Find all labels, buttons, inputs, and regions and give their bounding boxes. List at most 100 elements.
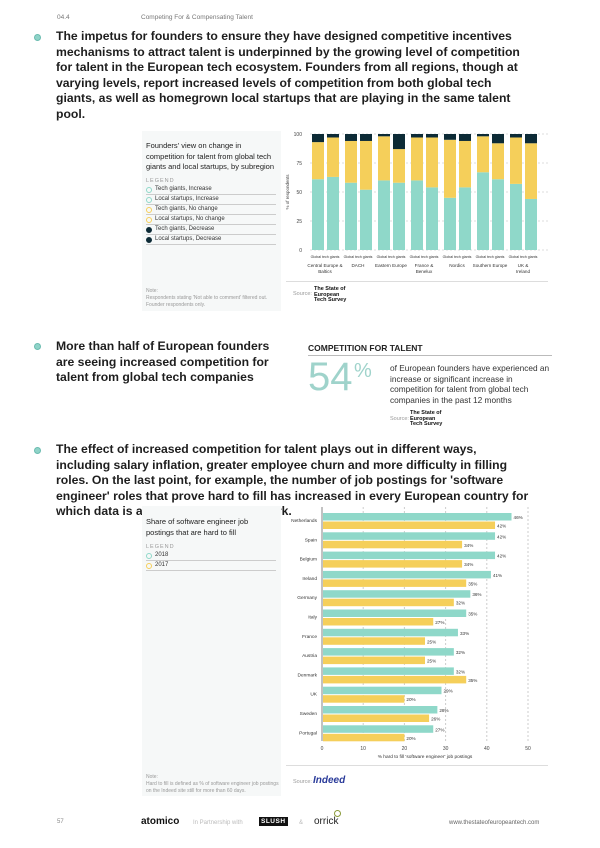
data-label: 29% (443, 689, 452, 694)
category-label: Italy (308, 615, 317, 621)
website-link[interactable]: www.thestateofeuropeantech.com (449, 820, 540, 826)
legend-item: Local startups, Increase (146, 195, 276, 205)
bar-segment (444, 134, 456, 140)
bar (323, 590, 471, 598)
bar (323, 675, 467, 684)
bar-segment (360, 189, 372, 250)
chart1-info-panel: Founders' view on change in competition … (142, 131, 281, 311)
y-tick-label: 25 (296, 219, 302, 225)
chart1-title: Founders' view on change in competition … (146, 141, 274, 171)
bar-segment (477, 134, 489, 137)
bar-segment (345, 134, 357, 141)
legend-label: Local startups, No change (155, 216, 225, 222)
highlight-heading: COMPETITION FOR TALENT (308, 343, 423, 353)
bar-group-label: Global tech giants (443, 255, 472, 259)
bar-segment (312, 179, 324, 250)
bar-segment (444, 197, 456, 250)
legend-swatch-icon (146, 236, 152, 243)
category-label: Central Europe & Baltics (307, 263, 342, 274)
bar-group-label: Global tech giants (476, 255, 505, 259)
bar (323, 570, 491, 579)
legend-item: Local startups, Decrease (146, 235, 276, 245)
bar-segment (327, 137, 339, 177)
bar-segment (345, 182, 357, 250)
legend-item: 2017 (146, 561, 276, 571)
bullet-icon (34, 343, 41, 350)
data-label: 42% (497, 554, 506, 559)
bar-segment (378, 180, 390, 250)
category-label: Denmark (298, 672, 318, 678)
bar-segment (525, 198, 537, 250)
category-label: Eastern Europe (375, 263, 407, 268)
data-label: 34% (464, 543, 473, 548)
divider (286, 281, 548, 282)
x-tick-label: 40 (484, 746, 490, 752)
data-label: 32% (456, 650, 465, 655)
data-label: 27% (435, 620, 444, 625)
data-label: 20% (406, 697, 415, 702)
category-label: DACH (351, 263, 364, 268)
category-label: France (302, 634, 317, 640)
legend-swatch-icon (146, 226, 152, 233)
category-label: UK (310, 692, 317, 698)
bar-group-label: Global tech giants (311, 255, 340, 259)
bar-segment (510, 183, 522, 250)
bar (323, 686, 442, 695)
y-tick-label: 75 (296, 161, 302, 167)
bar (323, 579, 467, 587)
slush-logo: SLUSH (259, 817, 288, 826)
data-label: 35% (468, 581, 477, 586)
bar-group-label: Global tech giants (377, 255, 406, 259)
chart1-note: Note: Respondents stating 'Not able to co… (146, 288, 276, 309)
bar (323, 733, 405, 742)
bar-group-label: Global tech giants (410, 255, 439, 259)
stat-unit: % (354, 360, 372, 382)
legend-item: Tech giants, No change (146, 205, 276, 215)
data-label: 46% (514, 515, 523, 520)
data-label: 28% (439, 708, 448, 713)
legend-label: 2017 (155, 562, 169, 568)
source-label: Source: (293, 291, 312, 297)
legend-item: 2018 (146, 551, 276, 561)
bar (323, 637, 425, 645)
bar-segment (492, 134, 504, 144)
partnership-text: In Partnership with (193, 820, 243, 826)
orrick-logo: orrick (314, 816, 339, 827)
note-text: Respondents stating 'Not able to comment… (146, 295, 268, 308)
bar-segment (510, 134, 522, 138)
legend-label: Local startups, Decrease (155, 236, 222, 242)
legend-label: Tech giants, Increase (155, 186, 212, 192)
divider (286, 765, 548, 766)
soet-logo: The State of European Tech Survey (410, 410, 443, 427)
bullet-icon (34, 34, 41, 41)
bar-segment (459, 187, 471, 250)
category-label: Sweden (300, 711, 318, 717)
bar-segment (525, 143, 537, 199)
chart2-title: Share of software engineer job postings … (146, 517, 249, 537)
bar-segment (459, 140, 471, 188)
note-label: Note: (146, 774, 158, 780)
data-label: 25% (427, 659, 436, 664)
bar (323, 560, 463, 568)
bar (323, 628, 458, 637)
bar (323, 714, 430, 722)
competition-paragraph: More than half of European founders are … (56, 339, 270, 384)
data-label: 32% (456, 601, 465, 606)
data-label: 41% (493, 573, 502, 578)
ampersand: & (299, 820, 304, 826)
data-label: 35% (468, 678, 477, 683)
bar (323, 532, 496, 540)
legend-swatch-icon (146, 206, 152, 213)
chart1-stacked-bar: 0 25 50 75 100 % of respondents Global tech gi… (285, 132, 550, 274)
bar (323, 521, 496, 529)
category-label: UK & Ireland (516, 263, 530, 274)
category-label: Portugal (299, 730, 317, 736)
data-label: 34% (464, 562, 473, 567)
orrick-ring-icon (334, 810, 341, 817)
note-label: Note: (146, 288, 158, 294)
category-label: Germany (297, 595, 317, 601)
x-axis-label: % hard to fill 'software engineer' job p… (378, 754, 473, 760)
data-label: 36% (472, 592, 481, 597)
bar-segment (492, 179, 504, 250)
intro-paragraph: The impetus for founders to ensure they … (56, 29, 520, 121)
